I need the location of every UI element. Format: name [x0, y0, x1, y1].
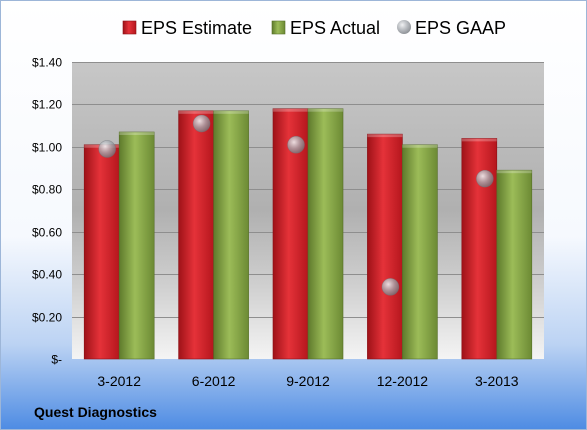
y-tick-label: $1.00 [32, 141, 62, 155]
gaap-marker [192, 114, 211, 133]
gaap-marker [98, 140, 116, 158]
x-tick-label: 3-2013 [475, 373, 519, 389]
x-axis-tick-labels: 3-2012 6-2012 9-2012 12-2012 3-2013 [97, 373, 518, 389]
gaap-marker [287, 135, 305, 154]
legend-swatch-actual [271, 20, 286, 35]
company-name: Quest Diagnostics [34, 404, 157, 420]
y-tick-label: $0.20 [32, 311, 62, 325]
bar-eps-estimate [178, 110, 214, 360]
gaap-markers [98, 114, 494, 296]
legend: EPS Estimate EPS Actual EPS GAAP [122, 18, 506, 38]
legend-label-gaap: EPS GAAP [415, 18, 506, 38]
bar-eps-actual [402, 144, 438, 360]
y-tick-label: $1.20 [32, 98, 62, 112]
bar-eps-actual-cap [402, 144, 438, 148]
legend-swatch-gaap [397, 20, 411, 34]
legend-item-eps-gaap: EPS GAAP [397, 18, 506, 38]
legend-label-estimate: EPS Estimate [141, 18, 252, 38]
bar-eps-actual-cap [213, 110, 249, 114]
y-tick-label: $0.60 [32, 226, 62, 240]
legend-label-actual: EPS Actual [290, 18, 380, 38]
legend-swatch-estimate [122, 20, 137, 35]
x-tick-label: 3-2012 [97, 373, 141, 389]
y-tick-label: $- [51, 353, 62, 367]
bar-eps-actual-cap [496, 170, 532, 174]
y-tick-label: $0.40 [32, 268, 62, 282]
legend-item-eps-estimate: EPS Estimate [122, 18, 252, 38]
y-tick-label: $1.40 [32, 56, 62, 70]
y-tick-label: $0.80 [32, 183, 62, 197]
gaap-marker [381, 278, 400, 296]
bar-eps-estimate-cap [367, 134, 403, 138]
bar-eps-actual [118, 131, 155, 360]
x-tick-label: 6-2012 [192, 373, 236, 389]
bar-eps-actual-cap [308, 108, 343, 112]
bar-eps-estimate-cap [273, 108, 308, 112]
x-tick-label: 9-2012 [286, 373, 330, 389]
bar-eps-estimate [367, 133, 403, 360]
bar-eps-actual [496, 169, 533, 360]
bar-eps-estimate-cap [461, 138, 497, 142]
bar-eps-estimate [83, 144, 120, 360]
bar-eps-actual [213, 110, 249, 360]
x-tick-label: 12-2012 [377, 373, 429, 389]
bars [83, 108, 533, 360]
bar-eps-estimate-cap [178, 110, 214, 114]
bar-eps-estimate [461, 138, 498, 360]
bar-eps-actual-cap [119, 132, 155, 136]
legend-item-eps-actual: EPS Actual [271, 18, 380, 38]
bar-eps-actual [307, 108, 344, 360]
gaap-marker [475, 169, 494, 188]
y-axis-tick-labels: $- $0.20 $0.40 $0.60 $0.80 $1.00 $1.20 $1.40 [32, 56, 62, 367]
